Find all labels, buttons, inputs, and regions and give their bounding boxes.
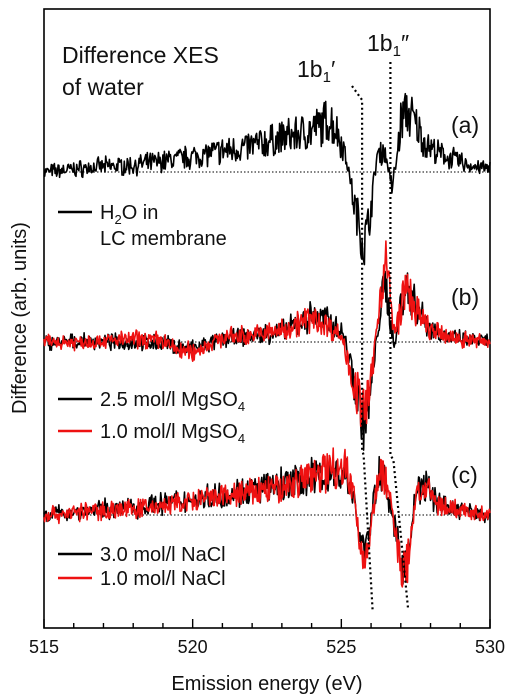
peak-guide-lines	[351, 62, 410, 611]
legend-a-1-rest: O in	[122, 202, 159, 224]
annotation-line-1: Difference XES	[62, 42, 219, 68]
x-axis-title: Emission energy (eV)	[171, 673, 362, 695]
peak-label-1-sub: 1	[323, 69, 331, 86]
legend-b-2-main: 1.0 mol/l MgSO	[100, 421, 238, 443]
legend-b-2-sub: 4	[238, 431, 245, 446]
legend-label-b-1: 2.5 mol/l MgSO4	[100, 389, 245, 414]
panel-label-c: (c)	[451, 462, 478, 488]
x-tick-label: 530	[475, 637, 505, 657]
series-line	[43, 92, 491, 266]
peak-label-1b1-prime: 1b1′	[297, 56, 335, 86]
data-series	[43, 92, 491, 588]
peak-label-2-suffix: ″	[401, 30, 409, 56]
legend-label-c-2: 1.0 mol/l NaCl	[100, 568, 226, 590]
legend-label-b-2: 1.0 mol/l MgSO4	[100, 421, 245, 446]
peak-label-1-main: 1b	[297, 56, 323, 82]
panel-label-b: (b)	[451, 284, 479, 310]
legend-panel-a: H2O in LC membrane	[58, 202, 227, 250]
series-line	[43, 447, 491, 588]
legend-panel-b: 2.5 mol/l MgSO4 1.0 mol/l MgSO4	[58, 389, 245, 446]
legend-b-1-main: 2.5 mol/l MgSO	[100, 389, 238, 411]
plot-frame	[43, 8, 491, 629]
peak-label-2-sub: 1	[393, 43, 401, 60]
legend-a-1-main: H	[100, 202, 114, 224]
x-tick-label: 515	[29, 637, 59, 657]
legend-a-1-sub: 2	[114, 212, 121, 227]
x-axis-ticks: 515 520 525 530	[29, 619, 505, 657]
peak-label-1b1-double-prime: 1b1″	[367, 30, 409, 60]
legend-label-a-1: H2O in	[100, 202, 158, 227]
legend-label-a-1-line2: LC membrane	[100, 228, 227, 250]
peak-guide-line	[389, 62, 410, 611]
x-tick-label: 520	[178, 637, 208, 657]
x-tick-label: 525	[326, 637, 356, 657]
annotation-line-2: of water	[62, 74, 144, 100]
legend-panel-c: 3.0 mol/l NaCl 1.0 mol/l NaCl	[58, 544, 226, 590]
peak-label-2-main: 1b	[367, 30, 393, 56]
series-line	[43, 240, 491, 427]
panel-label-a: (a)	[451, 112, 479, 138]
legend-b-1-sub: 4	[238, 399, 245, 414]
peak-guide-line	[351, 85, 374, 611]
legend-label-c-1: 3.0 mol/l NaCl	[100, 544, 226, 566]
y-axis-title: Difference (arb. units)	[9, 222, 31, 414]
peak-label-1-suffix: ′	[331, 56, 335, 82]
